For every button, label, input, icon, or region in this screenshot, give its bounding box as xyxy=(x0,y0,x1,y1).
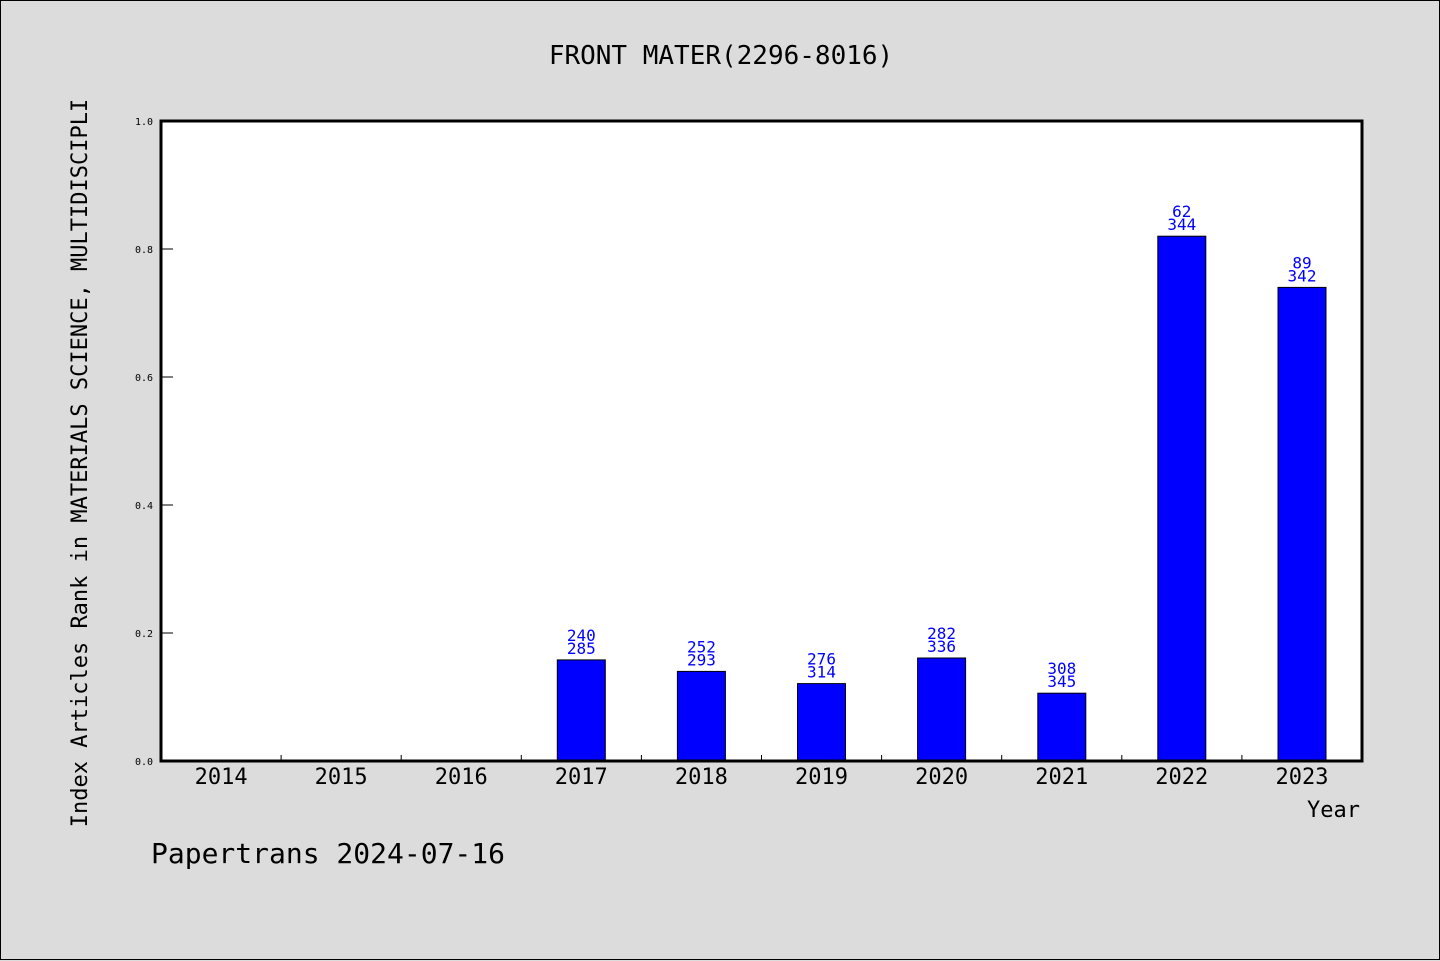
bar-label-top-2017: 240 xyxy=(567,626,596,645)
bar-label-top-2018: 252 xyxy=(687,637,716,656)
y-tick-0.8: 0.8 xyxy=(135,245,153,256)
y-axis-label: Index Articles Rank in MATERIALS SCIENCE… xyxy=(68,99,93,827)
x-tick-2020: 2020 xyxy=(915,765,968,790)
x-tick-2015: 2015 xyxy=(315,765,368,790)
bar-label-top-2020: 282 xyxy=(927,624,956,643)
bar-2023 xyxy=(1277,286,1327,762)
x-tick-2022: 2022 xyxy=(1155,765,1208,790)
x-ticks-group: 2014 2015 2016 2017 2018 2019 2020 2021 2022 2023 xyxy=(195,755,1329,790)
y-tick-0.0: 0.0 xyxy=(135,757,153,768)
y-tick-0.2: 0.2 xyxy=(135,629,153,640)
bar-label-bottom-2023: 342 xyxy=(1288,266,1317,285)
bar-2020 xyxy=(917,657,967,762)
bar-2021 xyxy=(1037,692,1087,762)
chart-title: FRONT MATER(2296-8016) xyxy=(549,41,893,71)
x-tick-2017: 2017 xyxy=(555,765,608,790)
footer-credit: Papertrans 2024-07-16 xyxy=(151,837,505,870)
bar-label-bottom-2019: 314 xyxy=(807,663,836,682)
x-tick-2018: 2018 xyxy=(675,765,728,790)
bars-group xyxy=(556,235,1327,762)
bar-label-top-2022: 62 xyxy=(1172,202,1191,221)
x-tick-2014: 2014 xyxy=(195,765,248,790)
bar-label-bottom-2017: 285 xyxy=(567,639,596,658)
bar-label-top-2021: 308 xyxy=(1047,659,1076,678)
x-tick-2023: 2023 xyxy=(1276,765,1329,790)
bar-label-bottom-2018: 293 xyxy=(687,650,716,669)
bar-label-top-2019: 276 xyxy=(807,650,836,669)
y-tick-0.4: 0.4 xyxy=(135,501,153,512)
x-tick-2021: 2021 xyxy=(1035,765,1088,790)
bar-label-bottom-2021: 345 xyxy=(1047,672,1076,691)
x-tick-2016: 2016 xyxy=(435,765,488,790)
y-tick-1.0: 1.0 xyxy=(135,117,153,128)
bar-label-bottom-2020: 336 xyxy=(927,637,956,656)
bar-label-top-2023: 89 xyxy=(1292,253,1311,272)
bar-2017 xyxy=(556,659,606,762)
bar-2018 xyxy=(676,670,726,762)
x-tick-2019: 2019 xyxy=(795,765,848,790)
x-axis-label: Year xyxy=(1307,798,1360,823)
bar-2022 xyxy=(1157,235,1207,762)
plot-border xyxy=(159,119,1364,763)
y-tick-0.6: 0.6 xyxy=(135,373,153,384)
bar-2019 xyxy=(797,683,846,762)
bar-label-bottom-2022: 344 xyxy=(1167,215,1196,234)
